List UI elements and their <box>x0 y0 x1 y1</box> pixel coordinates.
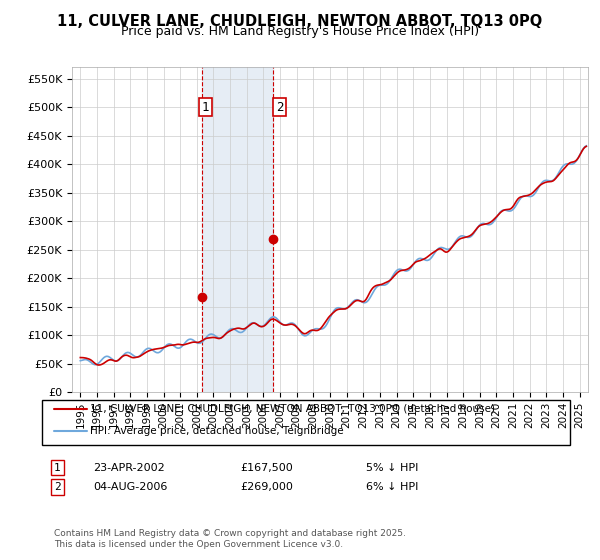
Text: 6% ↓ HPI: 6% ↓ HPI <box>366 482 418 492</box>
Text: Contains HM Land Registry data © Crown copyright and database right 2025.
This d: Contains HM Land Registry data © Crown c… <box>54 529 406 549</box>
Text: 04-AUG-2006: 04-AUG-2006 <box>93 482 167 492</box>
Text: 1: 1 <box>54 463 61 473</box>
Text: 2: 2 <box>276 101 283 114</box>
Text: HPI: Average price, detached house, Teignbridge: HPI: Average price, detached house, Teig… <box>90 426 344 436</box>
Text: 11, CULVER LANE, CHUDLEIGH, NEWTON ABBOT, TQ13 0PQ (detached house): 11, CULVER LANE, CHUDLEIGH, NEWTON ABBOT… <box>90 404 495 414</box>
Text: £269,000: £269,000 <box>240 482 293 492</box>
Text: £167,500: £167,500 <box>240 463 293 473</box>
Text: 5% ↓ HPI: 5% ↓ HPI <box>366 463 418 473</box>
Text: 11, CULVER LANE, CHUDLEIGH, NEWTON ABBOT, TQ13 0PQ: 11, CULVER LANE, CHUDLEIGH, NEWTON ABBOT… <box>58 14 542 29</box>
Text: 1: 1 <box>202 101 209 114</box>
Bar <box>202 67 273 392</box>
Text: 23-APR-2002: 23-APR-2002 <box>93 463 165 473</box>
Text: 2: 2 <box>54 482 61 492</box>
Text: Price paid vs. HM Land Registry's House Price Index (HPI): Price paid vs. HM Land Registry's House … <box>121 25 479 38</box>
